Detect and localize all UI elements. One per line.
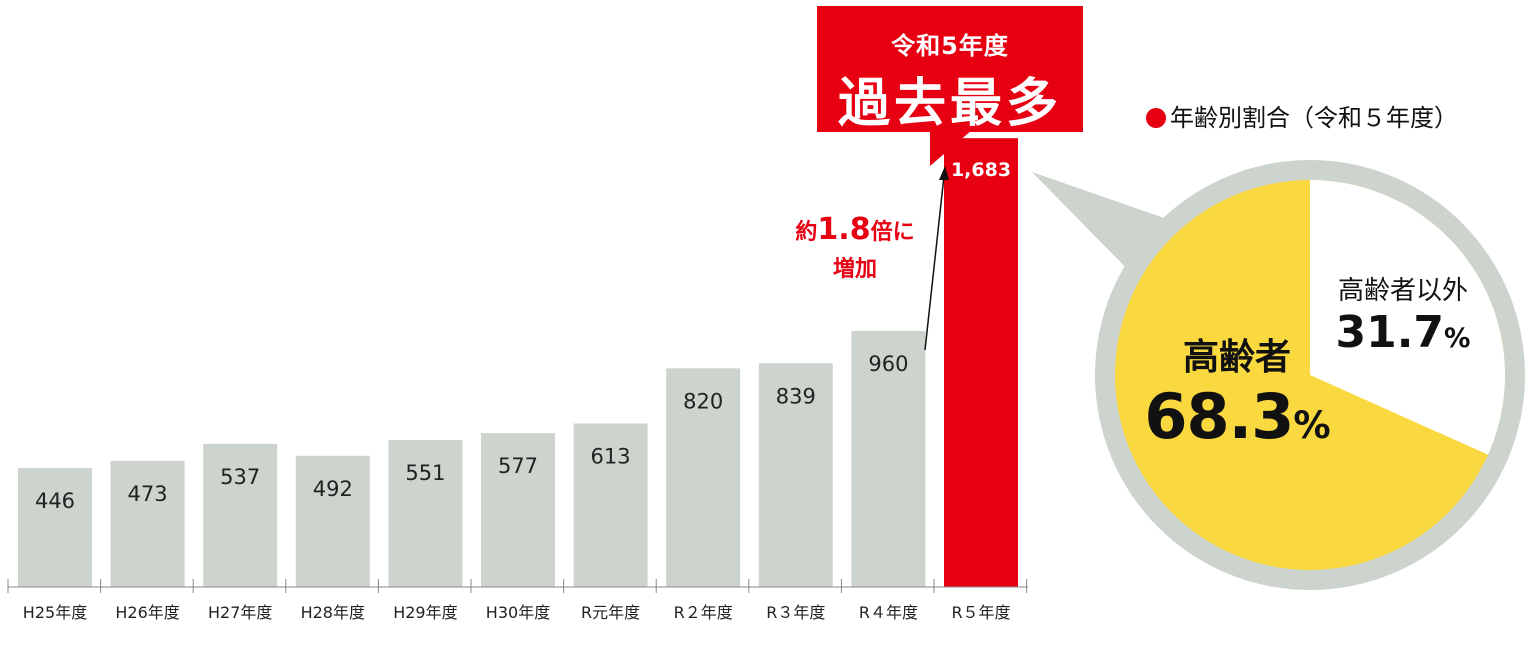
bar-value-label-6: 613 [591, 445, 631, 469]
bar-5 [481, 433, 555, 587]
bar-value-label-4: 551 [405, 461, 445, 485]
increase-prefix: 約 [795, 220, 818, 245]
slice-value-elderly: 68.3% [1142, 380, 1332, 453]
increase-arrow-line [924, 175, 945, 351]
record-high-callout: 令和5年度 過去最多 [817, 6, 1083, 134]
bar-value-label-8: 839 [776, 384, 816, 408]
x-axis: H25年度 H26年度 H27年度 H28年度 H29年度 H30年度 R元年度 R２年度 R３… [7, 579, 1028, 622]
x-tick-label-8: R３年度 [766, 603, 825, 622]
x-tick-label-4: H29年度 [393, 603, 457, 622]
pie-title-text: 年齢別割合（令和５年度） [1170, 104, 1458, 132]
bar-8 [758, 363, 833, 587]
x-tick-label-0: H25年度 [23, 603, 87, 622]
slice-name-other: 高齢者以外 [1337, 276, 1468, 306]
bar-value-label-7: 820 [683, 389, 723, 413]
slice-value-other-number: 31.7 [1335, 307, 1445, 358]
x-tick-label-5: H30年度 [486, 603, 550, 622]
bar-value-label-2: 537 [220, 465, 260, 489]
x-tick-label-1: H26年度 [115, 603, 179, 622]
slice-value-elderly-number: 68.3 [1144, 380, 1294, 453]
x-tick-label-6: R元年度 [581, 603, 640, 622]
callout-title: 過去最多 [837, 74, 1062, 134]
slice-value-other: 31.7% [1318, 307, 1488, 358]
bar-value-label-5: 577 [498, 454, 538, 478]
pie-chart [1032, 160, 1525, 590]
slice-value-other-pct: % [1444, 323, 1471, 354]
increase-value: 1.8 [817, 212, 871, 247]
pie-title: 年齢別割合（令和５年度） [1146, 98, 1458, 133]
bar-1 [110, 460, 185, 587]
pie-slices [1115, 180, 1505, 570]
slice-label-other: 高齢者以外 31.7% [1318, 270, 1488, 358]
bar-4 [388, 440, 463, 587]
legend-dot-icon [1146, 108, 1166, 128]
x-tick-label-3: H28年度 [301, 603, 365, 622]
bar-value-label-1: 473 [128, 482, 168, 506]
slice-label-elderly: 高齢者 68.3% [1142, 328, 1332, 453]
bar-3 [295, 455, 370, 587]
increase-suffix: 倍に [870, 220, 915, 245]
x-tick-label-10: R５年度 [951, 603, 1010, 622]
x-tick-label-9: R４年度 [859, 603, 918, 622]
bar-value-label-9: 960 [868, 352, 908, 376]
increase-line2: 増加 [832, 257, 877, 282]
increase-annotation: 約1.8倍に 増加 [775, 212, 935, 288]
bar-10 [944, 138, 1018, 587]
slice-name-elderly: 高齢者 [1182, 337, 1291, 378]
x-tick-label-2: H27年度 [208, 603, 272, 622]
bar-7 [666, 368, 741, 587]
bar-9 [851, 331, 926, 587]
increase-arrow-head [939, 166, 949, 180]
bar-value-label-3: 492 [313, 477, 353, 501]
bar-0 [18, 468, 92, 587]
bar-2 [203, 443, 278, 587]
callout-year: 令和5年度 [891, 32, 1009, 60]
pie-slice-other [1310, 180, 1505, 455]
callout-tail [930, 130, 972, 166]
bar-value-label-0: 446 [35, 489, 75, 513]
bar-6 [573, 423, 648, 587]
slice-value-elderly-pct: % [1293, 403, 1330, 447]
x-tick-label-7: R２年度 [674, 603, 733, 622]
